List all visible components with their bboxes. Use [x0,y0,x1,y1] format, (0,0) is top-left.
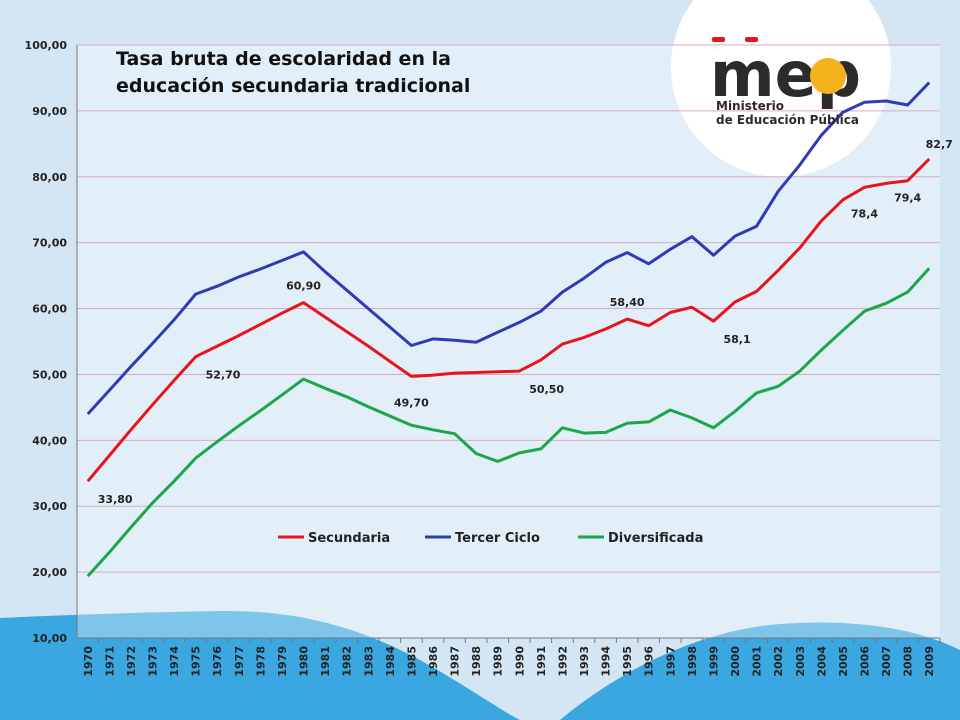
legend-label: Tercer Ciclo [455,531,540,546]
logo-bar-1 [712,37,725,42]
series-line-tercer-ciclo [86,81,931,416]
series-lines [86,81,931,578]
x-tick-label: 1978 [254,646,267,677]
x-tick-label: 1980 [298,646,311,677]
plot-area [77,45,940,638]
data-label: 60,90 [286,280,321,293]
x-tick-label: 1998 [686,646,699,677]
y-tick-label: 60,00 [32,303,67,316]
x-tick-label: 1976 [211,646,224,677]
y-tick-label: 50,00 [32,368,67,381]
x-tick-label: 1981 [319,646,332,677]
chart-title-line-2: educación secundaria tradicional [116,75,470,97]
x-tick-label: 2007 [880,646,893,677]
y-tick-label: 40,00 [32,434,67,447]
gridlines [77,44,940,573]
y-tick-label: 30,00 [32,500,67,513]
legend: Secundaria Tercer Ciclo Diversificada [278,531,703,546]
x-tick-label: 1988 [470,646,483,677]
x-tick-label: 1985 [405,646,418,677]
x-tick-label: 1992 [556,646,569,677]
legend-label: Secundaria [308,531,390,546]
y-tick-label: 10,00 [32,632,67,645]
bottom-right-wave [560,622,960,720]
x-tick-label: 2003 [794,646,807,677]
x-tick-label: 1990 [513,646,526,677]
x-tick-label: 2005 [837,646,850,677]
logo-bar-2 [745,37,758,42]
logo-line-2: de Educación Pública [716,113,859,127]
y-tick-label: 70,00 [32,237,67,250]
x-axis-ticks: 1970 1971 1972 1973 1974 1975 1976 1977 1978 1979… [82,638,941,677]
x-tick-label: 1993 [578,646,591,677]
x-tick-label: 1974 [168,646,181,677]
data-label: 50,50 [529,383,564,396]
data-label: 58,40 [610,296,645,309]
x-tick-label: 2009 [923,646,936,677]
x-tick-label: 1996 [643,646,656,677]
x-tick-label: 2000 [729,646,742,677]
y-tick-label: 90,00 [32,105,67,118]
x-tick-label: 1989 [492,646,505,677]
series-line-secundaria [86,157,931,483]
logo-line-1: Ministerio [716,99,784,113]
y-tick-label: 100,00 [25,39,68,52]
y-tick-label: 20,00 [32,566,67,579]
x-tick-label: 1983 [362,646,375,677]
x-tick-label: 1979 [276,646,289,677]
x-tick-label: 2002 [772,646,785,677]
legend-label: Diversificada [608,531,703,546]
x-tick-label: 1987 [449,646,462,677]
x-tick-label: 1975 [190,646,203,677]
x-tick-label: 1970 [82,646,95,677]
data-label: 52,70 [206,369,241,382]
x-tick-label: 1971 [103,646,116,677]
x-tick-label: 1994 [600,646,613,677]
data-label: 49,70 [394,396,429,409]
x-tick-label: 1999 [707,646,720,677]
y-tick-label: 80,00 [32,171,67,184]
series-line-diversificada [86,267,931,578]
x-tick-label: 1986 [427,646,440,677]
x-tick-label: 1997 [664,646,677,677]
x-tick-label: 1995 [621,646,634,677]
data-label: 79,4 [894,192,921,205]
logo-dot [810,58,846,94]
x-tick-label: 2006 [858,646,871,677]
data-label: 33,80 [98,493,133,506]
x-tick-label: 1991 [535,646,548,677]
data-labels: 33,80 52,70 60,90 49,70 50,50 58,40 58,1 78,4 79… [98,138,953,506]
x-tick-label: 1982 [341,646,354,677]
x-tick-label: 1973 [147,646,160,677]
x-tick-label: 2001 [751,646,764,677]
x-tick-label: 1977 [233,646,246,677]
chart-title: Tasa bruta de escolaridad en la educació… [116,48,470,97]
x-tick-label: 1972 [125,646,138,677]
logo-circle [671,0,891,177]
y-axis-ticks: 10,00 20,00 30,00 40,00 50,00 60,00 70,00 80,00… [25,39,68,645]
data-label: 58,1 [723,333,750,346]
x-tick-label: 1984 [384,646,397,677]
x-tick-label: 2008 [902,646,915,677]
mep-logo: mep Ministerio de Educación Pública [710,37,861,127]
data-label: 82,7 [926,138,953,151]
x-tick-label: 2004 [815,646,828,677]
chart-title-line-1: Tasa bruta de escolaridad en la [116,48,451,70]
data-label: 78,4 [851,207,878,220]
